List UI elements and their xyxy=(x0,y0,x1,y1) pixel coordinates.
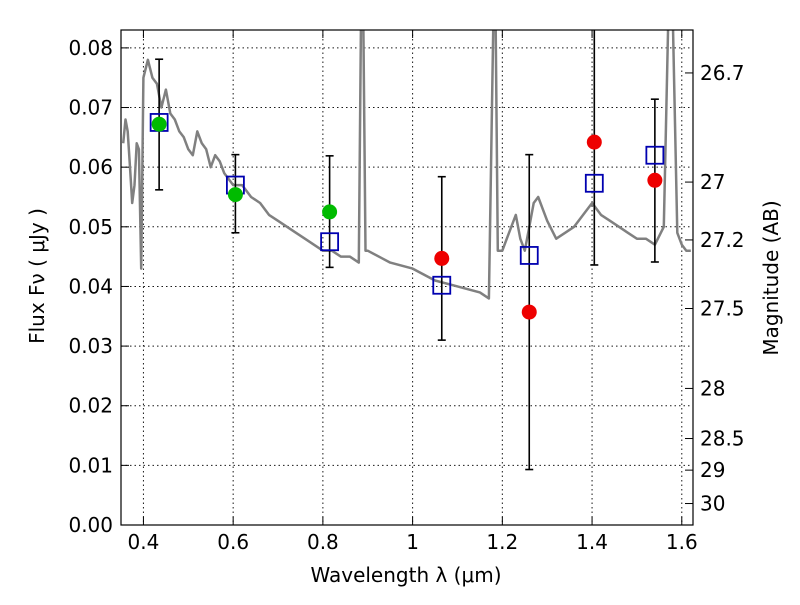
x-tick-label: 1.4 xyxy=(576,530,608,554)
plot-layer xyxy=(121,30,691,471)
y-tick-label: 0.03 xyxy=(68,334,113,358)
green-data-point xyxy=(151,116,167,132)
plot-frame xyxy=(120,29,694,526)
y2-axis-label: Magnitude (AB) xyxy=(759,200,783,355)
y-tick-label: 0.08 xyxy=(68,36,113,60)
y-tick-label: 0.05 xyxy=(68,215,113,239)
red-data-point xyxy=(434,250,450,266)
x-tick-label: 0.4 xyxy=(128,530,160,554)
y2-tick-label: 28.5 xyxy=(700,427,745,451)
x-tick-label: 1.6 xyxy=(666,530,698,554)
x-tick-label: 1.2 xyxy=(486,530,518,554)
green-data-point xyxy=(322,204,338,220)
x-axis-label: Wavelength λ (μm) xyxy=(310,563,501,587)
red-data-point xyxy=(586,134,602,150)
red-data-point xyxy=(647,172,663,188)
y2-tick-label: 30 xyxy=(700,492,725,516)
y-axis-label: Flux Fν ( μJy ) xyxy=(25,208,49,344)
y2-tick-label: 26.7 xyxy=(700,61,745,85)
y-tick-label: 0.06 xyxy=(68,155,113,179)
x-tick-label: 1 xyxy=(406,530,419,554)
y-tick-label: 0.00 xyxy=(68,513,113,537)
y-tick-label: 0.02 xyxy=(68,394,113,418)
y-tick-label: 0.07 xyxy=(68,96,113,120)
y2-tick-label: 29 xyxy=(700,458,725,482)
model-spectrum-line xyxy=(121,30,691,300)
x-tick-label: 0.6 xyxy=(217,530,249,554)
y2-tick-label: 27 xyxy=(700,170,725,194)
photometry-square-point xyxy=(584,173,604,193)
y-tick-label: 0.01 xyxy=(68,453,113,477)
y2-tick-label: 27.5 xyxy=(700,297,745,321)
axes-layer: 0.4 0.6 0.8 1 1.2 1.4 1.6 0.00 0.01 0.02 0.03 0.04 0… xyxy=(68,29,745,554)
y2-tick-label: 28 xyxy=(700,376,725,400)
photometry-square-point xyxy=(432,275,452,295)
green-data-point xyxy=(227,187,243,203)
y2-tick-label: 27.2 xyxy=(700,228,745,252)
photometry-square-point xyxy=(645,145,665,165)
grid-layer xyxy=(121,30,693,525)
x-tick-label: 0.8 xyxy=(307,530,339,554)
photometry-square-point xyxy=(320,232,340,252)
y-tick-label: 0.04 xyxy=(68,274,113,298)
photometry-square-point xyxy=(519,246,539,265)
red-data-point xyxy=(521,304,537,320)
